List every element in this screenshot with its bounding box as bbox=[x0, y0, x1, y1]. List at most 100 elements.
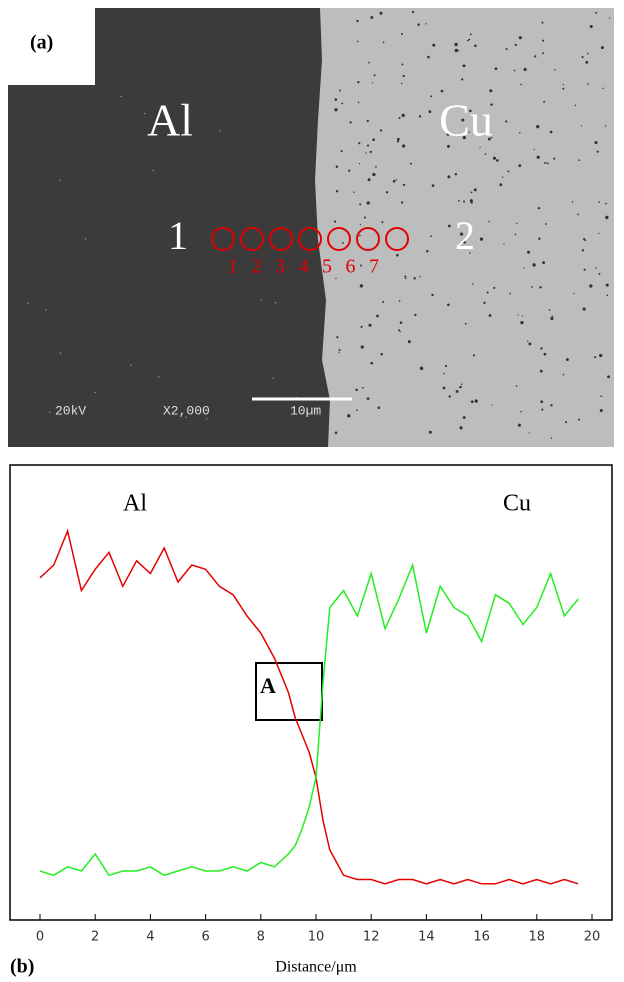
dot bbox=[565, 358, 569, 362]
x-tick-label: 0 bbox=[36, 930, 44, 945]
dot bbox=[527, 340, 529, 342]
dot bbox=[554, 68, 556, 71]
dot bbox=[582, 307, 586, 311]
dot bbox=[587, 83, 589, 85]
dot bbox=[598, 232, 600, 234]
dot bbox=[361, 325, 363, 328]
dot bbox=[608, 17, 611, 19]
x-tick-label: 8 bbox=[257, 930, 265, 945]
dot bbox=[454, 42, 458, 47]
dot bbox=[464, 322, 467, 325]
panel-label: (b) bbox=[10, 956, 34, 978]
dot bbox=[84, 238, 87, 240]
x-tick-label: 20 bbox=[584, 930, 601, 945]
dot bbox=[550, 317, 554, 321]
dot bbox=[426, 250, 429, 253]
dot bbox=[509, 292, 511, 295]
dot bbox=[339, 89, 341, 92]
dot bbox=[431, 293, 434, 297]
point-circle bbox=[240, 227, 264, 251]
dot bbox=[447, 175, 451, 179]
dot bbox=[430, 95, 433, 98]
dot bbox=[543, 352, 547, 356]
dot bbox=[396, 253, 399, 257]
dot bbox=[553, 157, 556, 160]
dot bbox=[462, 135, 466, 140]
dot bbox=[583, 238, 586, 241]
dot bbox=[474, 44, 477, 47]
dot bbox=[341, 102, 344, 105]
dot bbox=[454, 173, 458, 176]
dot bbox=[334, 108, 338, 112]
dot bbox=[523, 267, 525, 269]
dot bbox=[605, 215, 609, 220]
dot bbox=[428, 110, 432, 114]
dot bbox=[494, 67, 498, 71]
dot bbox=[359, 203, 362, 206]
dot bbox=[353, 191, 355, 193]
dot bbox=[404, 277, 407, 280]
dot bbox=[531, 285, 534, 288]
dot bbox=[377, 406, 381, 409]
dot bbox=[368, 323, 372, 327]
dot bbox=[599, 408, 603, 413]
dot bbox=[515, 385, 518, 387]
dot bbox=[589, 284, 593, 288]
dot bbox=[479, 146, 481, 149]
dot bbox=[366, 144, 370, 147]
x-tick-label: 14 bbox=[418, 930, 435, 945]
dot bbox=[586, 52, 589, 55]
dot bbox=[514, 233, 517, 236]
region-label: 1 bbox=[168, 213, 188, 258]
dot bbox=[443, 372, 445, 375]
dot bbox=[446, 132, 450, 136]
x-tick-label: 18 bbox=[529, 930, 546, 945]
dot bbox=[534, 55, 537, 58]
dot bbox=[459, 232, 464, 236]
dot bbox=[505, 120, 508, 123]
dot bbox=[398, 329, 400, 332]
dot bbox=[335, 277, 337, 280]
dot bbox=[472, 283, 474, 285]
dot bbox=[372, 172, 376, 177]
dot bbox=[502, 176, 504, 178]
dot bbox=[604, 125, 607, 127]
material-label: Cu bbox=[439, 95, 493, 146]
dot bbox=[527, 250, 531, 254]
dot bbox=[382, 300, 385, 303]
x-tick-label: 12 bbox=[363, 930, 380, 945]
dot bbox=[583, 268, 586, 271]
dot bbox=[595, 267, 597, 269]
dot bbox=[357, 101, 360, 104]
dot bbox=[599, 353, 603, 358]
dot bbox=[596, 150, 599, 153]
dot bbox=[448, 395, 451, 398]
annotation: Cu bbox=[503, 491, 531, 517]
dot bbox=[468, 38, 471, 41]
dot bbox=[349, 121, 352, 124]
dot bbox=[517, 314, 519, 316]
dot bbox=[402, 183, 406, 187]
dot bbox=[483, 301, 486, 305]
dot bbox=[401, 63, 404, 66]
dot bbox=[48, 411, 51, 414]
dot bbox=[398, 300, 401, 302]
dot bbox=[404, 275, 407, 278]
dot bbox=[411, 10, 415, 14]
dot bbox=[356, 19, 359, 23]
dot bbox=[430, 235, 433, 238]
dot bbox=[518, 164, 522, 168]
dot bbox=[366, 397, 370, 400]
dot bbox=[585, 61, 589, 64]
point-circle bbox=[356, 227, 380, 251]
dot bbox=[376, 314, 379, 318]
dot bbox=[489, 89, 493, 93]
dot bbox=[442, 386, 446, 390]
dot bbox=[517, 423, 521, 427]
dot bbox=[565, 421, 568, 424]
dot bbox=[598, 201, 600, 203]
dot bbox=[355, 388, 358, 392]
